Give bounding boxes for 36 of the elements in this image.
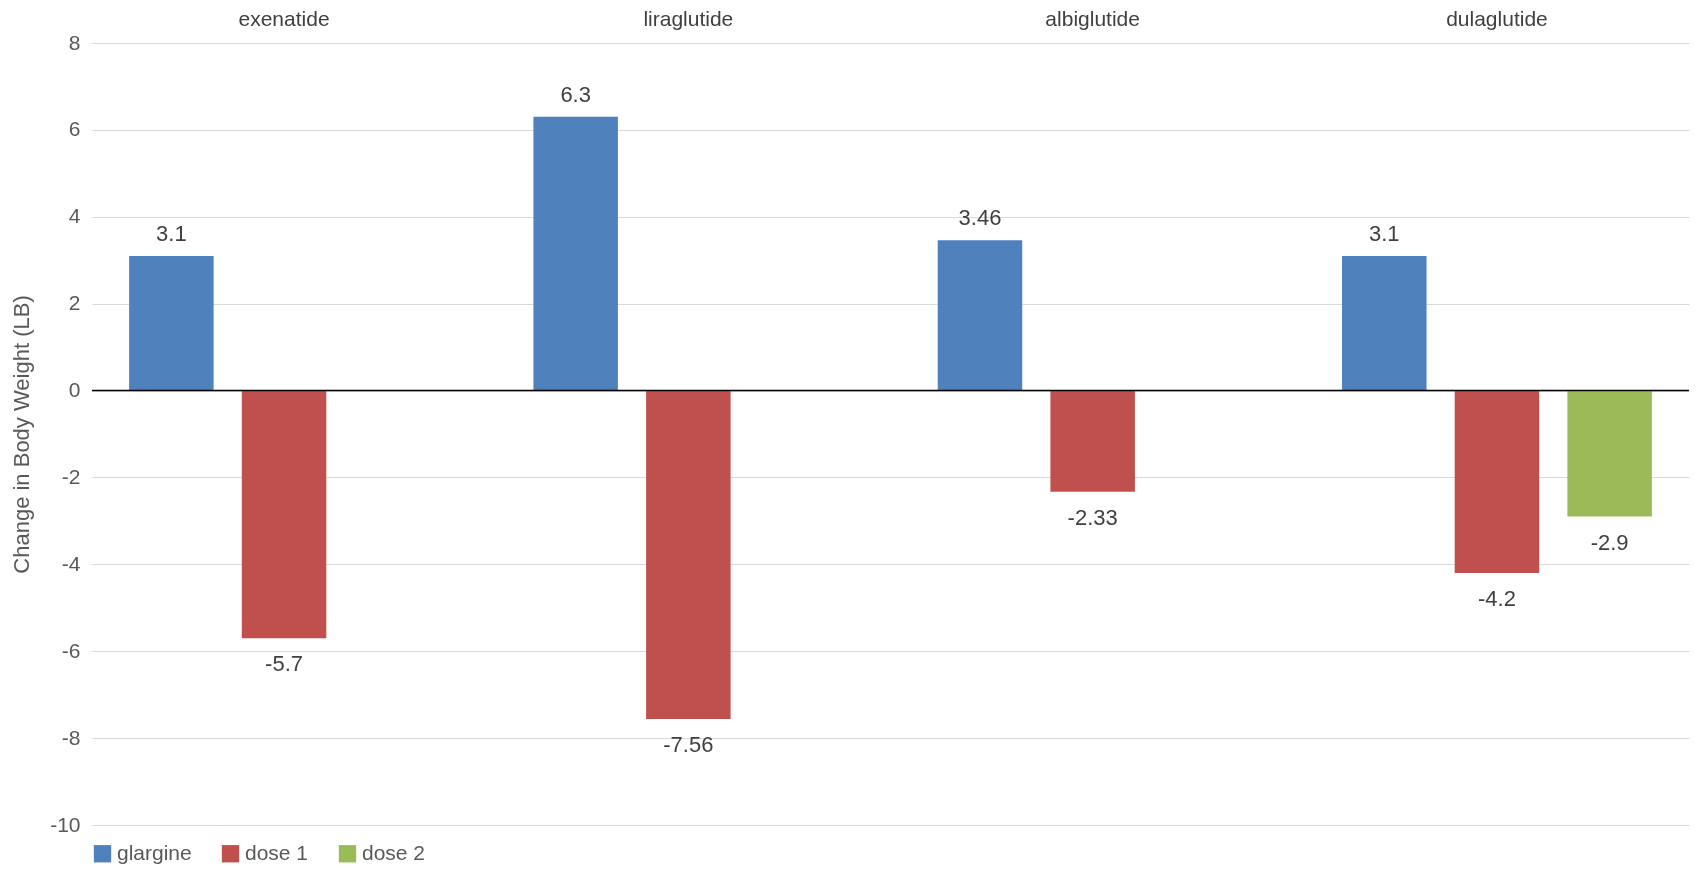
x-tick-label: exenatide [238,6,330,30]
y-tick-label: -2 [61,464,81,488]
data-label: -5.7 [265,651,304,677]
y-tick-label: -10 [50,812,81,836]
y-tick-label: -4 [61,551,81,575]
legend-label: dose 2 [362,840,426,864]
bar [1342,255,1427,391]
data-label: -2.9 [1590,529,1629,555]
data-label: -7.56 [663,732,714,757]
data-label: 3.1 [156,220,187,246]
x-tick-label: albiglutide [1045,6,1140,30]
y-tick-label: -6 [61,638,81,662]
bar [937,240,1023,391]
data-label: -4.2 [1477,586,1516,612]
bar [533,116,618,391]
data-label: 6.3 [560,81,591,107]
bar [1454,390,1540,574]
bar [1567,390,1652,517]
bar [646,390,731,719]
data-label: 3.46 [958,205,1002,231]
bar [129,255,214,391]
y-tick-label: 4 [68,204,81,228]
x-tick-label: dulaglutide [1446,6,1548,30]
y-tick-label: 2 [68,291,81,315]
x-tick-label: liraglutide [643,6,734,30]
y-tick-label: 8 [68,30,81,54]
legend-label: dose 1 [245,840,309,864]
y-tick-label: 6 [68,117,81,141]
data-label: -2.33 [1067,504,1118,530]
bar [241,390,327,639]
y-tick-label: 0 [68,378,81,402]
legend-label: glargine [117,840,192,864]
y-tick-label: -8 [61,725,81,749]
data-label: 3.1 [1368,220,1400,246]
bar [1050,390,1135,492]
y-axis-title: Change in Body Weight (LB) [9,295,35,574]
